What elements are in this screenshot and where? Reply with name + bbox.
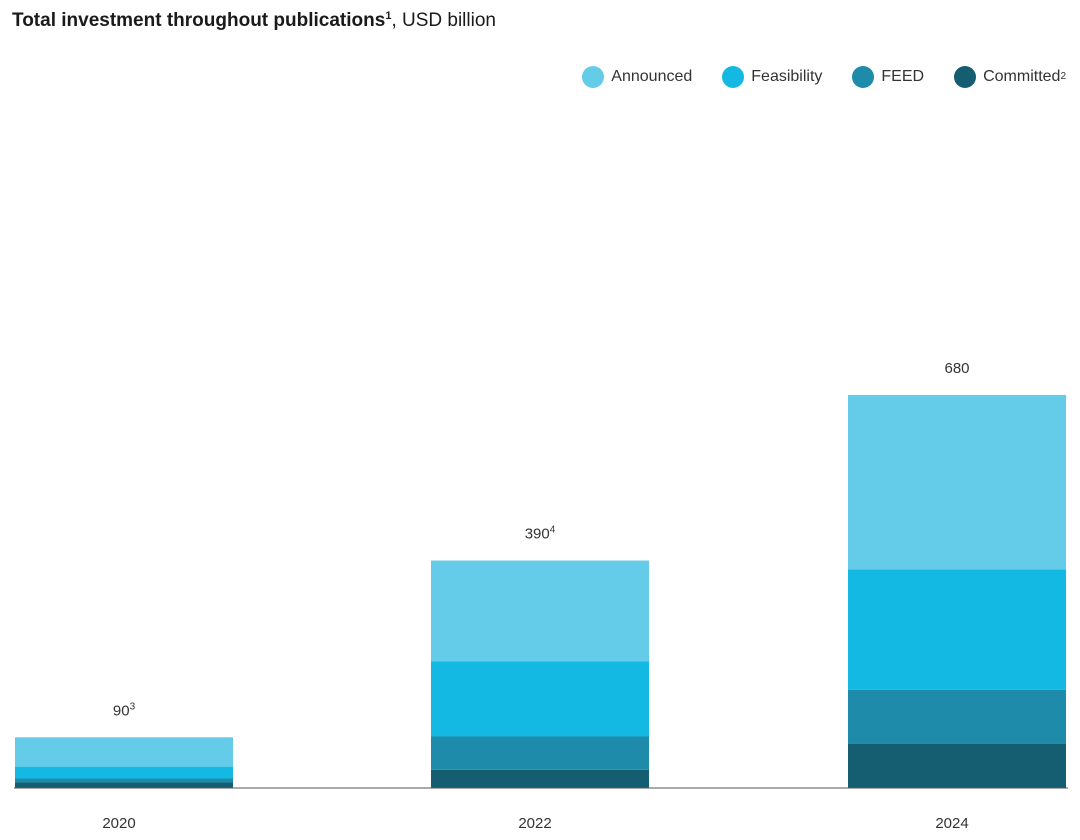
- legend-label-feed: FEED: [881, 68, 925, 85]
- title-footnote: 1: [385, 10, 392, 22]
- legend-item-feed: FEED: [852, 66, 924, 88]
- legend-label-committed: Committed: [983, 68, 1061, 85]
- title-unit: , USD billion: [391, 10, 496, 31]
- total-label-2024: 680: [944, 360, 969, 377]
- bar-segment-feasibility-2024: [848, 569, 1066, 690]
- bar-segment-feed-2020: [15, 778, 233, 783]
- legend-item-announced: Announced: [582, 66, 692, 88]
- total-footnote-2020: 3: [130, 701, 136, 712]
- x-tick-2022: 2022: [518, 815, 551, 832]
- bar-segment-announced-2020: [15, 737, 233, 767]
- bar-segment-committed-2020: [15, 782, 233, 788]
- bar-segment-committed-2024: [848, 743, 1066, 788]
- bar-segment-announced-2022: [431, 560, 649, 662]
- legend-label-announced: Announced: [611, 68, 693, 85]
- bar-segment-announced-2024: [848, 394, 1066, 570]
- bar-segment-feasibility-2022: [431, 661, 649, 737]
- bar-segment-feed-2024: [848, 689, 1066, 744]
- bar-segment-feasibility-2020: [15, 766, 233, 779]
- chart-title: Total investment throughout publications…: [12, 9, 496, 33]
- total-footnote-2022: 4: [550, 525, 556, 536]
- total-label-2020: 903: [113, 701, 136, 719]
- bar-segment-committed-2022: [431, 769, 649, 788]
- legend-swatch-announced: [582, 66, 605, 88]
- legend-swatch-feasibility: [722, 66, 745, 88]
- title-main: Total investment throughout publications: [12, 10, 386, 31]
- legend-swatch-committed: [954, 66, 977, 88]
- x-tick-2024: 2024: [935, 815, 968, 832]
- legend-item-feasibility: Feasibility: [722, 66, 822, 88]
- legend: Announced Feasibility FEED Committed 2: [582, 66, 1066, 88]
- total-label-2022: 3904: [525, 525, 556, 543]
- legend-swatch-feed: [852, 66, 875, 88]
- bar-segment-feed-2022: [431, 736, 649, 770]
- legend-label-feasibility: Feasibility: [751, 68, 823, 85]
- x-tick-2020: 2020: [102, 815, 135, 832]
- legend-item-committed: Committed 2: [954, 66, 1066, 88]
